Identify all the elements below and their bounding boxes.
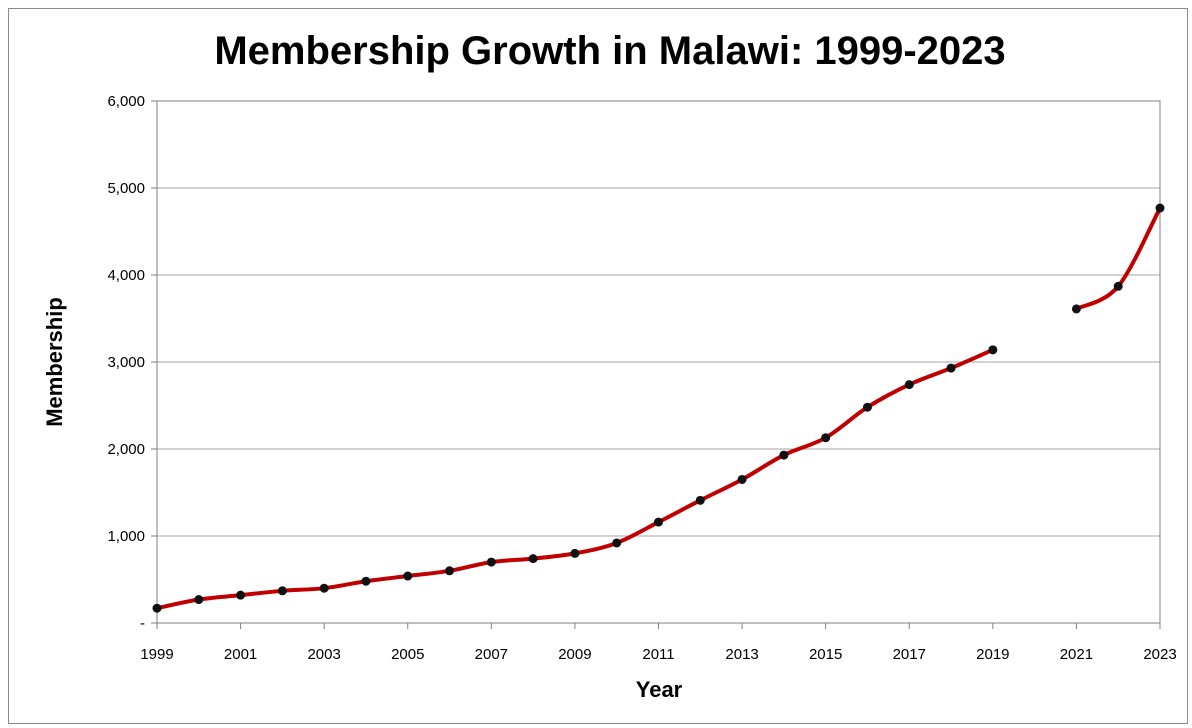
data-point bbox=[654, 517, 663, 527]
data-point bbox=[319, 583, 329, 593]
y-tick-label: 6,000 bbox=[107, 93, 145, 110]
data-point bbox=[403, 571, 413, 581]
x-tick-label: 2013 bbox=[725, 646, 758, 663]
series-markers bbox=[152, 203, 1165, 613]
data-point bbox=[445, 566, 455, 576]
x-axis-title: Year bbox=[636, 677, 683, 702]
x-tick-label: 2007 bbox=[475, 646, 508, 663]
data-point bbox=[988, 345, 998, 355]
data-point bbox=[236, 590, 246, 600]
data-point bbox=[821, 433, 831, 443]
data-point bbox=[1071, 304, 1081, 314]
gridlines bbox=[157, 187, 1160, 537]
x-tick-label: 2017 bbox=[893, 646, 926, 663]
x-tick-label: 2021 bbox=[1060, 646, 1093, 663]
y-tick-label: 4,000 bbox=[107, 267, 145, 284]
x-tick-label: 1999 bbox=[140, 646, 173, 663]
data-point bbox=[612, 538, 622, 548]
x-tick-label: 2011 bbox=[642, 646, 674, 663]
data-point bbox=[528, 554, 538, 564]
data-point bbox=[361, 576, 371, 586]
data-point bbox=[1155, 203, 1165, 213]
x-tick-label: 2001 bbox=[224, 646, 257, 663]
x-tick-label: 2005 bbox=[391, 646, 424, 663]
data-point bbox=[779, 450, 789, 460]
data-point bbox=[904, 380, 914, 390]
y-tick-label: 1,000 bbox=[107, 528, 145, 545]
data-point bbox=[1113, 281, 1123, 291]
y-axis-ticks: - 1,000 2,000 3,000 4,000 5,000 6,000 bbox=[107, 93, 157, 632]
data-point bbox=[862, 402, 872, 412]
data-point bbox=[946, 363, 956, 373]
series-lines bbox=[155, 206, 1162, 611]
x-tick-label: 2003 bbox=[307, 646, 340, 663]
y-tick-label: 3,000 bbox=[107, 354, 145, 371]
y-axis-title: Membership bbox=[42, 297, 67, 427]
y-tick-label: 5,000 bbox=[107, 180, 145, 197]
chart-frame bbox=[8, 8, 1188, 724]
x-tick-label: 2023 bbox=[1143, 646, 1176, 663]
y-tick-label: - bbox=[140, 615, 145, 632]
chart-title: Membership Growth in Malawi: 1999-2023 bbox=[214, 29, 1005, 73]
y-tick-label: 2,000 bbox=[107, 441, 145, 458]
data-point bbox=[277, 586, 287, 596]
series-line-segment bbox=[155, 347, 995, 611]
data-point bbox=[194, 595, 204, 605]
data-point bbox=[737, 474, 747, 484]
data-point bbox=[486, 557, 496, 567]
data-point bbox=[152, 603, 162, 613]
x-tick-label: 2009 bbox=[558, 646, 591, 663]
x-tick-label: 2019 bbox=[976, 646, 1009, 663]
x-tick-label: 2015 bbox=[809, 646, 842, 663]
data-point bbox=[570, 548, 580, 558]
data-point bbox=[695, 495, 705, 505]
x-axis-ticks: 1999 2001 2003 2005 2007 2009 2011 2013 2015 2017… bbox=[140, 623, 1177, 663]
series-line-segment bbox=[1074, 206, 1162, 311]
